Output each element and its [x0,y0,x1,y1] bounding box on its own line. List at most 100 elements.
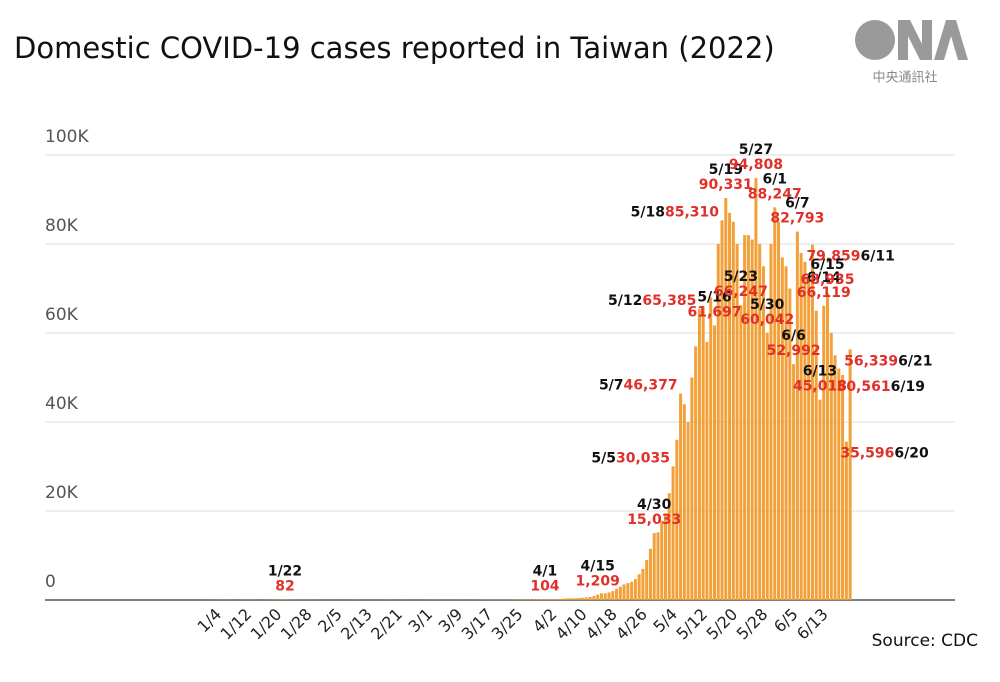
bar [761,266,765,600]
bar [630,581,634,600]
bar [814,310,818,600]
bar [603,593,607,600]
bar [633,579,637,600]
bar [716,244,720,600]
bar [584,597,588,600]
bar [822,305,826,600]
bar [558,598,562,600]
annotation-date: 5/16 [697,289,731,305]
data-label: 61,697 [687,304,741,320]
bar [724,198,728,601]
bar [615,588,619,600]
annotation: 5/530,035 [591,450,670,466]
data-label: 35,596 [840,446,894,462]
bar [799,252,803,600]
bar [648,548,652,600]
x-tick-label: 2/21 [367,605,406,644]
data-label: 46,377 [624,378,678,394]
bar [833,355,837,600]
annotation: 5/1265,385 [608,293,696,309]
data-label: 88,247 [748,186,802,202]
y-tick-label: 0 [45,572,56,592]
x-tick-label: 1/28 [277,605,316,644]
annotation-date: 4/15 [581,559,615,575]
annotation: 35,5966/20 [840,446,929,462]
bar [826,293,830,600]
bar [573,598,577,600]
logo-n [898,20,932,60]
bar [743,235,747,600]
bar [705,341,709,600]
bar [769,244,773,600]
annotation-date: 1/22 [268,564,302,580]
bar [611,591,615,600]
annotation-date: 5/19 [709,162,743,178]
logo-caption: 中央通訊社 [872,70,937,86]
bar [848,349,852,600]
chart-title: Domestic COVID-19 cases reported in Taiw… [14,31,775,65]
bar [841,375,845,600]
annotation-date: 6/21 [898,353,932,369]
bar [746,235,750,600]
x-tick-label: 6/13 [793,605,832,644]
bar [618,586,622,600]
annotation-date: 6/7 [785,196,810,212]
bar [765,332,769,600]
annotation-date: 4/30 [637,497,672,513]
data-label: 90,331 [699,177,753,193]
bar [777,221,781,600]
bar [686,422,690,600]
annotation: 79,8596/11 [806,249,894,265]
x-tick-label: 1/12 [216,605,255,644]
annotation: 5/1885,310 [631,204,720,220]
logo [855,20,968,60]
annotation-date: 6/20 [894,446,929,462]
data-label: 94,808 [729,157,783,173]
bar [758,244,762,600]
bar [675,439,679,600]
bar [818,399,822,600]
annotation: 5/746,377 [599,378,678,394]
bar [645,559,649,600]
bar [697,309,701,600]
annotation-date: 6/13 [803,364,837,380]
bar [667,493,671,600]
bar [720,220,724,601]
annotation-date: 6/6 [781,328,806,344]
bar [652,533,656,600]
bar [792,364,796,600]
bar [641,568,645,600]
bar [709,297,713,600]
annotation-date: 5/18 [631,204,665,220]
bar [569,598,573,600]
annotation-date: 6/14 [807,270,842,286]
data-label: 79,859 [806,249,860,265]
logo-a [934,20,968,60]
annotation-date: 6/1 [762,171,787,187]
annotation-date: 5/30 [750,297,785,313]
bar [844,441,848,600]
bar [566,598,570,600]
annotation: 56,3396/21 [844,353,932,369]
logo-globe [855,20,895,60]
annotation-date: 5/7 [599,378,624,394]
x-tick-label: 3/25 [488,605,527,644]
bar [829,333,833,600]
annotation-date: 6/15 [810,257,844,273]
annotation-date: 6/11 [860,249,894,265]
bar [837,368,841,600]
x-tick-label: 3/1 [405,605,437,637]
x-tick-label: 4/18 [582,605,621,644]
bar [664,515,668,600]
data-label: 1,209 [576,574,620,590]
bar [795,231,799,600]
bar [694,346,698,600]
bar [581,597,585,600]
annotation-date: 5/27 [739,142,773,158]
x-tick-label: 5/20 [702,605,741,644]
data-label: 60,042 [740,312,794,328]
x-tick-label: 2/13 [337,605,376,644]
data-label: 82 [275,579,294,595]
annotation-date: 5/5 [591,450,616,466]
y-tick-label: 80K [45,216,79,236]
